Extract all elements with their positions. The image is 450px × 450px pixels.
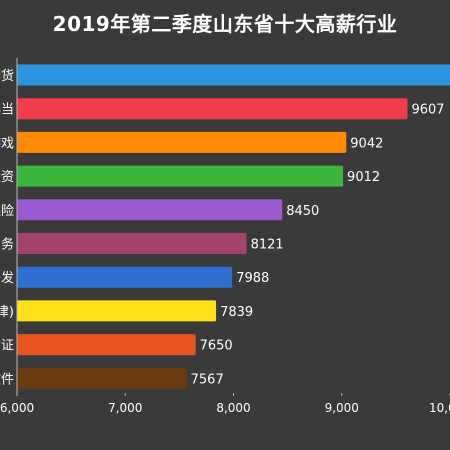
bar-6 — [17, 266, 233, 288]
category-label-5: 务 — [1, 237, 14, 253]
bar-2 — [17, 131, 347, 153]
x-tick-label-1: 7,000 — [108, 401, 142, 415]
value-label-2: 9042 — [350, 136, 383, 151]
x-tick-label-2: 8,000 — [216, 401, 250, 415]
value-label-7: 7839 — [220, 305, 253, 320]
x-axis: 6,000 7,000 8,000 9,000 10,000 — [0, 58, 450, 415]
bar-4 — [17, 199, 283, 221]
x-tick-label-3: 9,000 — [325, 401, 359, 415]
labels-layer: 期货典当 9607 游戏 9042 投资 9012 保险 8450 务 8121 开发 7988 律) 7… — [0, 68, 445, 387]
category-label-3: 投资 — [0, 169, 14, 185]
category-label-2: 游戏 — [0, 136, 14, 151]
bar-8 — [17, 334, 196, 356]
chart-title: 2019年第二季度山东省十大高薪行业 — [52, 12, 398, 36]
value-label-9: 7567 — [191, 372, 224, 387]
category-label-7: 律) — [0, 305, 14, 320]
bar-3 — [17, 165, 344, 187]
value-label-5: 8121 — [251, 238, 284, 253]
bars-layer — [17, 64, 450, 389]
bar-9 — [17, 367, 187, 389]
bar-1 — [17, 98, 408, 120]
category-label-8: 证 — [1, 339, 14, 354]
category-label-6: 开发 — [0, 270, 14, 286]
x-tick-label-4: 10,000 — [429, 401, 450, 415]
value-label-4: 8450 — [286, 204, 319, 219]
value-label-8: 7650 — [200, 339, 233, 354]
bar-5 — [17, 233, 247, 254]
value-label-1: 9607 — [411, 103, 444, 118]
bar-0 — [17, 64, 450, 86]
category-label-9: 软件 — [0, 372, 14, 387]
value-label-6: 7988 — [236, 271, 269, 286]
category-label-4: 保险 — [0, 204, 14, 219]
category-label-1: 典当 — [0, 103, 14, 118]
bar-7 — [17, 300, 217, 322]
value-label-3: 9012 — [347, 170, 380, 185]
category-label-0: 期货 — [0, 68, 14, 84]
x-tick-label-0: 6,000 — [0, 401, 34, 415]
